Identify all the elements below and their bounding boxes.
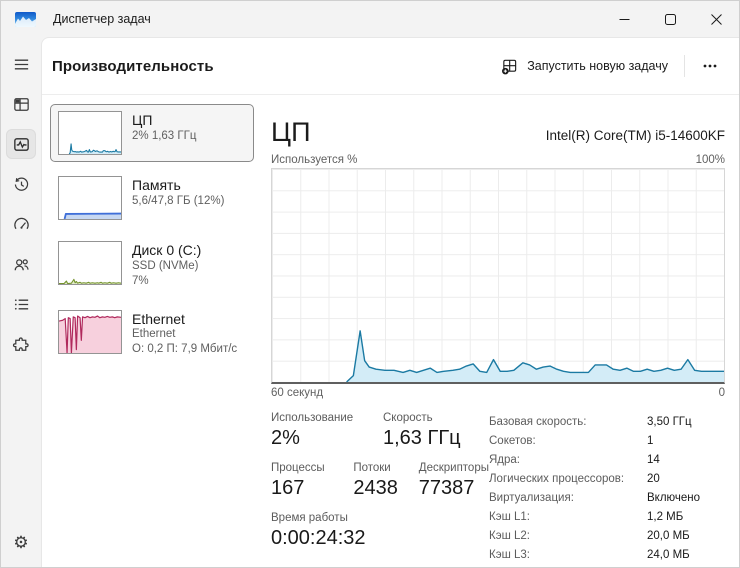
- spec-value: 14: [647, 454, 660, 466]
- window-controls: [601, 1, 739, 37]
- performance-list: ЦП 2% 1,63 ГГц Память 5,6/47,8 ГБ (12%): [50, 104, 254, 567]
- cpu-detail-panel: ЦП Intel(R) Core(TM) i5-14600KF Использу…: [254, 104, 725, 567]
- window-title: Диспетчер задач: [53, 12, 151, 26]
- run-new-task-button[interactable]: Запустить новую задачу: [491, 51, 678, 82]
- services-icon[interactable]: [6, 329, 36, 359]
- minimize-icon[interactable]: [601, 1, 647, 37]
- perf-item-subtitle: 2% 1,63 ГГц: [132, 129, 197, 142]
- stat-label: Дескрипторы: [418, 462, 489, 474]
- spec-value: Включено: [647, 492, 701, 504]
- header-divider: [684, 55, 685, 77]
- perf-item-title: Ethernet: [132, 310, 185, 327]
- perf-item-subtitle: Ethernet: [132, 328, 176, 341]
- stat-value-utilization: 2%: [271, 427, 300, 449]
- perf-item-subtitle2: О: 0,2 П: 7,9 Мбит/с: [132, 343, 238, 356]
- spec-label: Кэш L1:: [489, 511, 530, 523]
- cpu-live-stats: Использование 2% Скорость 1,63 ГГц: [271, 412, 489, 567]
- spec-label: Кэш L3:: [489, 549, 530, 561]
- stat-value-speed: 1,63 ГГц: [383, 427, 461, 449]
- cpu-spec-stats: Базовая скорость: 3,50 ГГц Сокетов: 1 Ядра…: [489, 412, 725, 567]
- cpu-usage-chart: [271, 168, 725, 384]
- spec-label: Виртуализация:: [489, 492, 574, 504]
- page-title: Производительность: [52, 57, 214, 75]
- perf-item-cpu[interactable]: ЦП 2% 1,63 ГГц: [50, 104, 254, 162]
- stat-value-processes: 167: [271, 477, 305, 499]
- nav-rail: ⚙: [1, 37, 41, 567]
- stat-label: Скорость: [383, 412, 433, 424]
- detail-title: ЦП: [271, 117, 311, 147]
- chart-x-right-label: 0: [718, 387, 725, 399]
- ethernet-mini-chart: [58, 309, 122, 354]
- task-manager-app-icon: [15, 11, 36, 27]
- perf-item-title: Диск 0 (C:): [132, 242, 202, 258]
- perf-item-subtitle2: 7%: [132, 274, 149, 287]
- stat-value-threads: 2438: [353, 477, 398, 499]
- chart-x-left-label: 60 секунд: [271, 387, 324, 399]
- spec-label: Логических процессоров:: [489, 473, 625, 485]
- spec-label: Ядра:: [489, 454, 521, 466]
- users-icon[interactable]: [6, 249, 36, 279]
- spec-label: Сокетов:: [489, 435, 536, 447]
- maximize-icon[interactable]: [647, 1, 693, 37]
- perf-item-subtitle: 5,6/47,8 ГБ (12%): [132, 194, 225, 207]
- spec-label: Кэш L2:: [489, 530, 530, 542]
- more-options-button[interactable]: [691, 58, 729, 74]
- processes-icon[interactable]: [6, 89, 36, 119]
- memory-mini-chart: [58, 176, 122, 220]
- perf-item-disk[interactable]: Диск 0 (C:) SSD (NVMe) 7%: [50, 234, 254, 296]
- perf-item-title: Память: [132, 177, 181, 193]
- stat-value-uptime: 0:00:24:32: [271, 527, 366, 549]
- spec-value: 20,0 МБ: [647, 530, 690, 542]
- spec-value: 3,50 ГГц: [647, 416, 692, 428]
- run-new-task-label: Запустить новую задачу: [527, 59, 668, 73]
- details-icon[interactable]: [6, 289, 36, 319]
- app-history-icon[interactable]: [6, 169, 36, 199]
- stat-label: Использование: [271, 412, 354, 424]
- content-header: Производительность Запустить новую задач…: [42, 38, 739, 95]
- content-panel: Производительность Запустить новую задач…: [41, 37, 739, 567]
- stat-value-handles: 77387: [418, 477, 475, 499]
- titlebar: Диспетчер задач: [1, 1, 739, 37]
- perf-item-subtitle: SSD (NVMe): [132, 259, 199, 272]
- spec-value: 20: [647, 473, 660, 485]
- stat-label: Потоки: [353, 462, 391, 474]
- chart-y-axis-label: Используется %: [271, 154, 358, 166]
- chart-y-max-label: 100%: [695, 154, 725, 166]
- close-icon[interactable]: [693, 1, 739, 37]
- perf-item-memory[interactable]: Память 5,6/47,8 ГБ (12%): [50, 169, 254, 227]
- stat-label: Время работы: [271, 512, 348, 524]
- perf-item-title: ЦП: [132, 112, 153, 128]
- settings-icon[interactable]: ⚙: [13, 532, 29, 552]
- cpu-mini-chart: [58, 111, 122, 155]
- performance-icon[interactable]: [6, 129, 36, 159]
- disk-mini-chart: [58, 241, 122, 285]
- spec-value: 1: [647, 435, 654, 447]
- cpu-model-name: Intel(R) Core(TM) i5-14600KF: [545, 128, 725, 143]
- spec-value: 24,0 МБ: [647, 549, 690, 561]
- stat-label: Процессы: [271, 462, 325, 474]
- perf-item-ethernet[interactable]: Ethernet Ethernet О: 0,2 П: 7,9 Мбит/с: [50, 303, 254, 365]
- spec-label: Базовая скорость:: [489, 416, 587, 428]
- run-new-task-icon: [501, 58, 518, 75]
- menu-icon[interactable]: [6, 49, 36, 79]
- startup-apps-icon[interactable]: [6, 209, 36, 239]
- spec-value: 1,2 МБ: [647, 511, 684, 523]
